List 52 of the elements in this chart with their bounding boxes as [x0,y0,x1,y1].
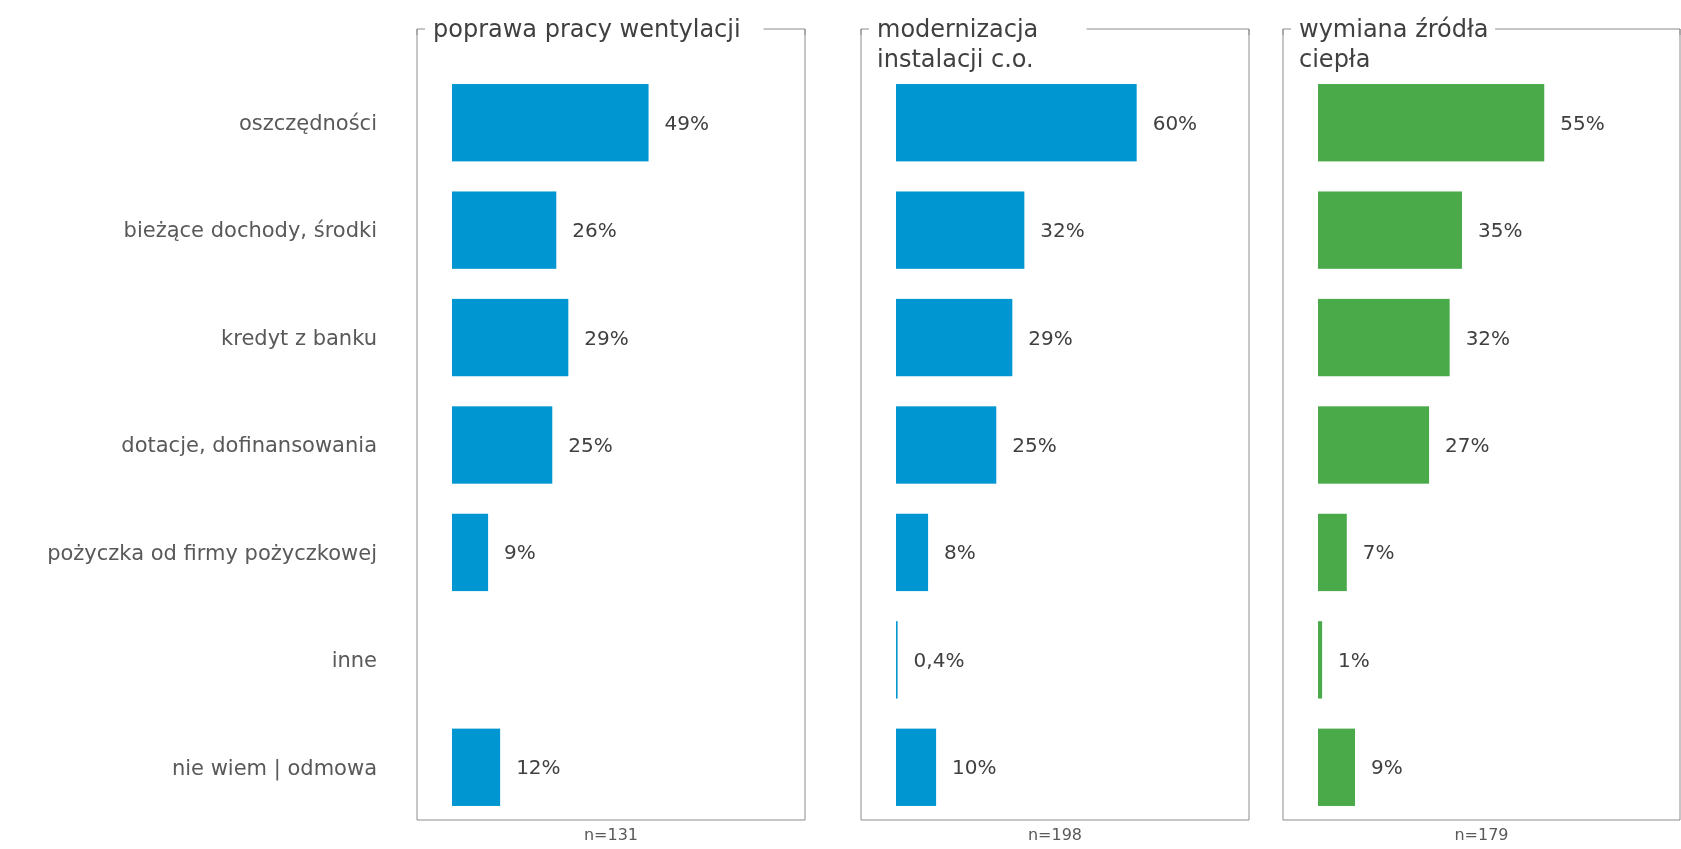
bar [452,728,501,806]
bar [896,298,1013,377]
data-label: 29% [1028,325,1073,350]
data-label: 60% [1152,110,1198,135]
bar [896,728,937,806]
data-label: 8% [944,540,976,565]
y-tick-label: nie wiem | odmowa [171,755,377,781]
bar [1318,298,1450,377]
bar [1318,728,1356,806]
data-label: 7% [1362,540,1395,565]
bar [896,406,997,484]
y-tick-label: dotacje, dofinansowania [121,433,377,458]
y-tick-label: oszczędności [238,111,377,136]
y-tick-label: inne [331,648,377,673]
data-label: 9% [504,540,536,565]
bar [452,513,489,592]
bar [896,84,1137,162]
y-tick-label: pożyczka od firmy pożyczkowej [47,540,377,565]
text: n=131 [583,825,639,844]
bar [452,406,553,484]
data-label: 55% [1560,110,1605,135]
data-label: 35% [1477,218,1523,243]
bar [896,513,929,592]
bar [452,298,569,377]
bar [452,84,649,162]
data-label: 32% [1465,325,1511,350]
data-label: 26% [572,218,617,243]
data-label: 12% [516,755,561,780]
data-label: 1% [1338,647,1370,672]
annotation: n=179 [1454,825,1509,844]
data-label: 10% [952,755,997,780]
text: wymiana źródła ciepła [1299,15,1489,73]
y-tick-label: kredyt z banku [221,325,377,350]
data-label: 25% [1012,433,1057,457]
bar [452,191,557,269]
y-tick-label: bieżące dochody, środki [123,218,377,243]
bar [1318,621,1323,699]
data-label: 29% [584,325,629,350]
data-label: 9% [1371,755,1403,780]
bar [1318,406,1430,484]
data-label: 49% [664,110,710,135]
data-label: 32% [1040,218,1085,243]
bar [896,191,1025,269]
data-label: 0,4% [913,647,965,672]
text: n=198 [1027,825,1083,844]
data-label: 25% [568,433,613,457]
data-label: 27% [1445,433,1490,457]
bar [1318,191,1462,269]
bar [1318,513,1347,592]
chart-title: modernizacja instalacji c.o. [877,15,1039,73]
chart-title: poprawa pracy wentylacji [433,15,741,43]
bar [1318,84,1545,162]
